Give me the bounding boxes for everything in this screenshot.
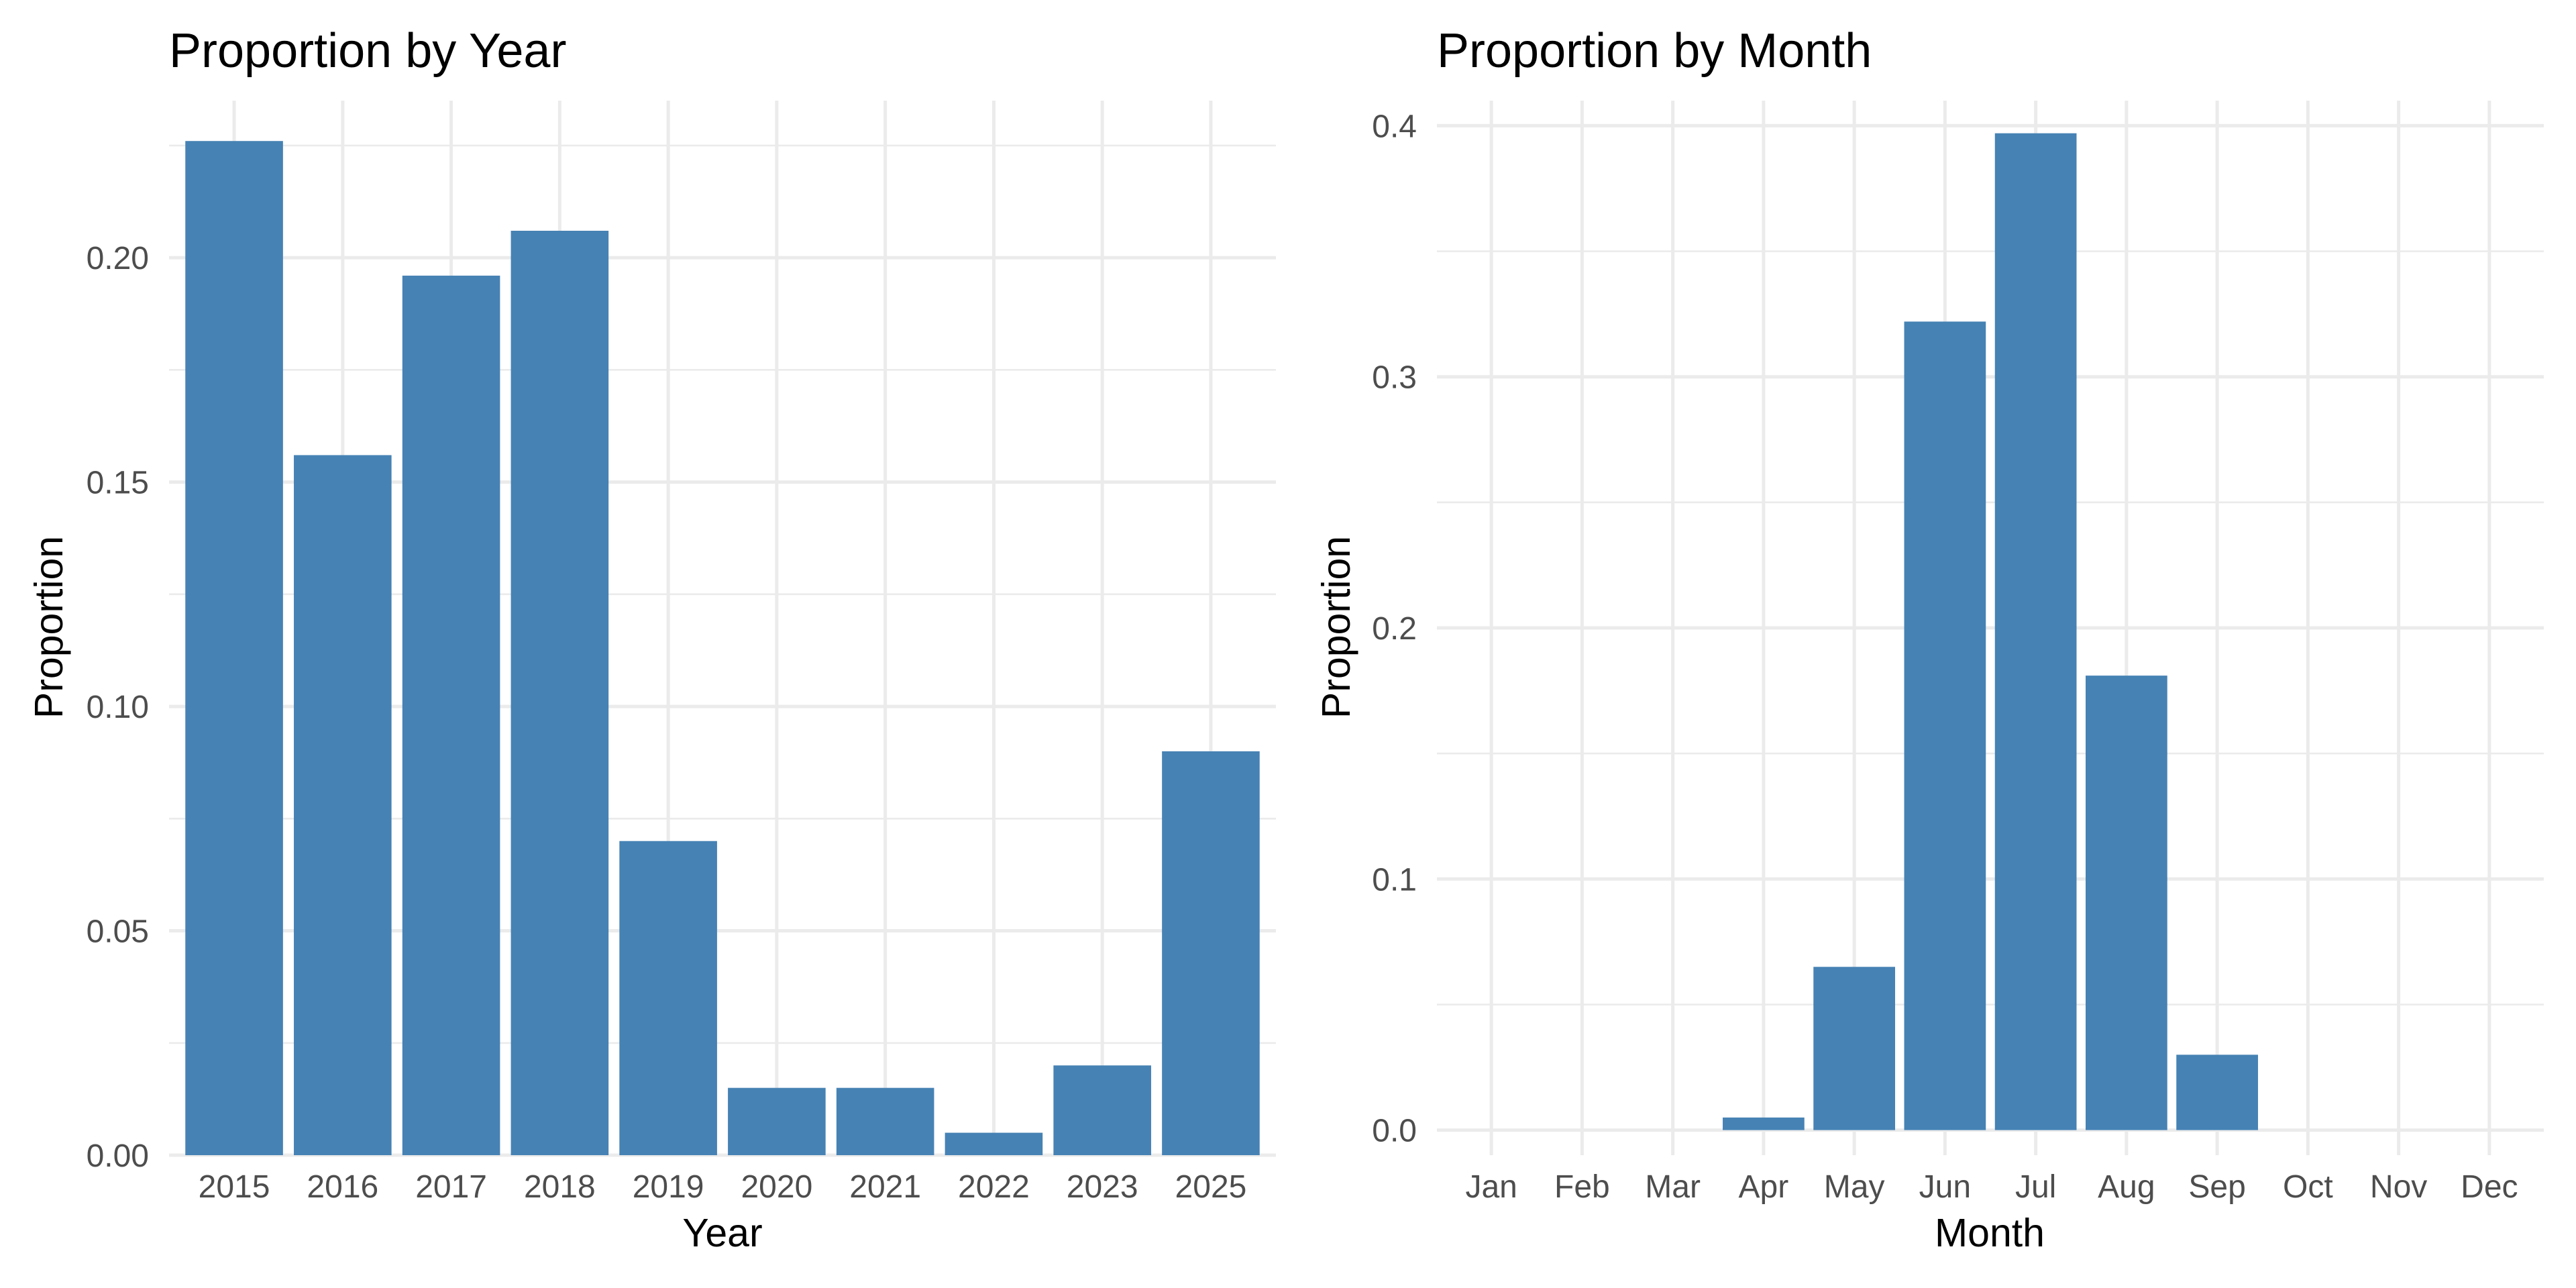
year-x-tick-label: 2017 — [415, 1169, 487, 1205]
month-y-tick-label: 0.4 — [1372, 109, 1417, 144]
year-chart-x-axis-title: Year — [682, 1211, 762, 1255]
month-x-tick-label: Jun — [1919, 1169, 1971, 1205]
month-x-tick-label: Apr — [1739, 1169, 1789, 1205]
month-x-tick-label: Sep — [2188, 1169, 2245, 1205]
month-bar-jul — [1994, 133, 2077, 1130]
month-chart-bars — [1723, 133, 2258, 1130]
year-bar-2019 — [619, 841, 717, 1155]
year-x-tick-label: 2019 — [633, 1169, 704, 1205]
year-y-tick-label: 0.20 — [87, 241, 149, 276]
month-x-tick-label: Feb — [1554, 1169, 1610, 1205]
year-bar-2022 — [945, 1132, 1043, 1155]
month-chart-x-axis-title: Month — [1935, 1211, 2045, 1255]
year-bar-2015 — [185, 141, 283, 1156]
month-x-tick-label: Aug — [2098, 1169, 2155, 1205]
month-chart-gridlines — [1437, 101, 2544, 1155]
month-bar-jun — [1904, 321, 1986, 1130]
year-y-tick-label: 0.10 — [87, 690, 149, 725]
year-bar-2025 — [1162, 751, 1260, 1155]
year-x-tick-label: 2015 — [199, 1169, 270, 1205]
month-x-tick-label: Oct — [2283, 1169, 2333, 1205]
year-x-tick-label: 2022 — [958, 1169, 1030, 1205]
month-chart-x-tick-labels: Jan Feb Mar Apr May Jun Jul Aug Sep Oct Nov Dec — [1465, 1169, 2518, 1205]
month-bar-sep — [2176, 1055, 2258, 1130]
year-chart-x-tick-labels: 2015 2016 2017 2018 2019 2020 2021 2022 2023 2025 — [199, 1169, 1247, 1205]
month-chart-panel: Proportion by Month 0.0 0.1 0.2 0.3 0.4 Jan F… — [1314, 24, 2544, 1255]
month-x-tick-label: Jan — [1465, 1169, 1517, 1205]
month-chart-y-axis-title: Proportion — [1314, 536, 1358, 718]
year-y-tick-label: 0.00 — [87, 1138, 149, 1174]
year-bar-2021 — [836, 1087, 934, 1155]
year-x-tick-label: 2018 — [524, 1169, 596, 1205]
year-chart-y-axis-title: Proportion — [27, 536, 71, 718]
year-y-tick-label: 0.05 — [87, 914, 149, 950]
year-chart-y-tick-labels: 0.00 0.05 0.10 0.15 0.20 — [87, 241, 149, 1174]
month-x-tick-label: Jul — [2015, 1169, 2056, 1205]
year-x-tick-label: 2020 — [741, 1169, 812, 1205]
month-y-tick-label: 0.2 — [1372, 611, 1417, 647]
year-x-tick-label: 2025 — [1175, 1169, 1247, 1205]
month-y-tick-label: 0.3 — [1372, 360, 1417, 396]
month-x-tick-label: Dec — [2461, 1169, 2518, 1205]
year-bar-2018 — [511, 230, 609, 1156]
month-x-tick-label: May — [1824, 1169, 1885, 1205]
month-x-tick-label: Nov — [2370, 1169, 2427, 1205]
year-bar-2016 — [294, 455, 392, 1155]
month-x-tick-label: Mar — [1645, 1169, 1701, 1205]
month-bar-apr — [1723, 1117, 1805, 1130]
year-x-tick-label: 2021 — [849, 1169, 921, 1205]
year-x-tick-label: 2016 — [307, 1169, 378, 1205]
month-y-tick-label: 0.0 — [1372, 1114, 1417, 1149]
year-chart-panel: Proportion by Year 0.000.050.100.150.20 … — [27, 24, 1276, 1255]
year-bar-2023 — [1053, 1065, 1151, 1155]
month-chart-title: Proportion by Month — [1437, 24, 1872, 78]
year-bar-2020 — [728, 1087, 826, 1155]
month-chart-y-tick-labels: 0.0 0.1 0.2 0.3 0.4 — [1372, 109, 1417, 1148]
month-bar-aug — [2086, 676, 2167, 1130]
year-bar-2017 — [402, 275, 500, 1155]
month-bar-may — [1813, 967, 1895, 1130]
month-y-tick-label: 0.1 — [1372, 862, 1417, 898]
year-y-tick-label: 0.15 — [87, 466, 149, 501]
year-chart-bars — [185, 141, 1260, 1156]
year-x-tick-label: 2023 — [1067, 1169, 1138, 1205]
year-chart-title: Proportion by Year — [169, 24, 566, 78]
